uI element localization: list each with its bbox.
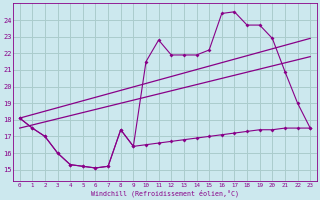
X-axis label: Windchill (Refroidissement éolien,°C): Windchill (Refroidissement éolien,°C) (91, 189, 239, 197)
